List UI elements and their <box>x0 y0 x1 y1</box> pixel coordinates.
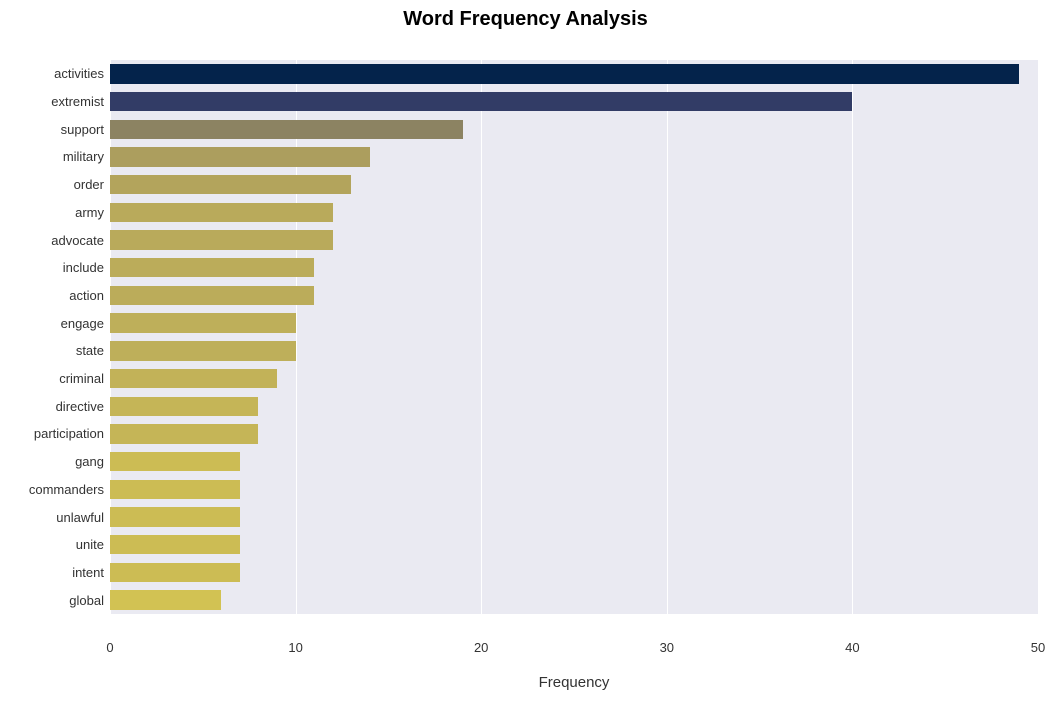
grid-line <box>110 60 111 614</box>
bar <box>110 64 1019 83</box>
x-tick-label: 0 <box>106 640 113 655</box>
bar <box>110 175 351 194</box>
bar <box>110 203 333 222</box>
grid-line <box>852 60 853 614</box>
bar <box>110 424 258 443</box>
bar <box>110 535 240 554</box>
bar <box>110 397 258 416</box>
grid-line <box>667 60 668 614</box>
y-tick-label: army <box>75 205 104 220</box>
y-tick-label: unlawful <box>56 510 104 525</box>
chart-container: Word Frequency Analysis Frequency activi… <box>0 0 1051 701</box>
y-tick-label: order <box>74 177 104 192</box>
y-tick-label: military <box>63 149 104 164</box>
y-tick-label: gang <box>75 454 104 469</box>
grid-line <box>296 60 297 614</box>
y-tick-label: advocate <box>51 233 104 248</box>
y-tick-label: participation <box>34 426 104 441</box>
y-tick-label: global <box>69 593 104 608</box>
bar <box>110 452 240 471</box>
x-tick-label: 40 <box>845 640 859 655</box>
bar <box>110 147 370 166</box>
grid-region <box>110 60 1038 614</box>
bar <box>110 480 240 499</box>
bar <box>110 341 296 360</box>
y-tick-label: engage <box>61 316 104 331</box>
x-tick-label: 50 <box>1031 640 1045 655</box>
plot-area <box>110 34 1038 632</box>
bar <box>110 286 314 305</box>
bar <box>110 590 221 609</box>
y-tick-label: include <box>63 260 104 275</box>
y-tick-label: extremist <box>51 94 104 109</box>
y-tick-label: criminal <box>59 371 104 386</box>
y-tick-label: activities <box>54 66 104 81</box>
y-tick-label: support <box>61 122 104 137</box>
y-tick-label: commanders <box>29 482 104 497</box>
grid-line <box>481 60 482 614</box>
bar <box>110 507 240 526</box>
bar <box>110 369 277 388</box>
bar <box>110 92 852 111</box>
y-tick-label: state <box>76 343 104 358</box>
y-tick-label: unite <box>76 537 104 552</box>
bar <box>110 563 240 582</box>
x-tick-label: 30 <box>660 640 674 655</box>
y-tick-label: action <box>69 288 104 303</box>
bar <box>110 120 463 139</box>
y-tick-label: intent <box>72 565 104 580</box>
y-tick-label: directive <box>56 399 104 414</box>
bar <box>110 230 333 249</box>
x-tick-label: 20 <box>474 640 488 655</box>
x-axis-label: Frequency <box>110 674 1038 691</box>
bar <box>110 313 296 332</box>
x-tick-label: 10 <box>288 640 302 655</box>
chart-title: Word Frequency Analysis <box>0 8 1051 31</box>
bar <box>110 258 314 277</box>
